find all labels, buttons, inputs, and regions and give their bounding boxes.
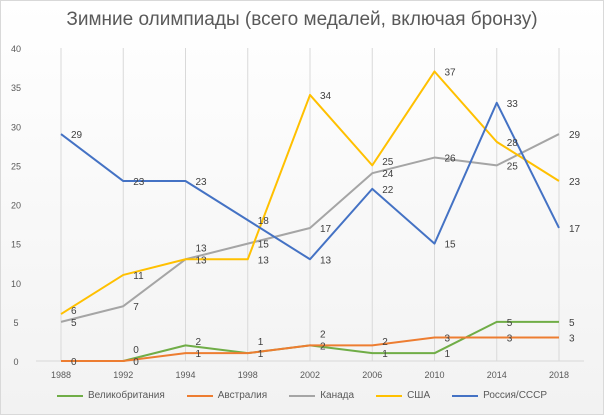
data-label: 13: [320, 255, 332, 266]
x-tick-label: 1988: [51, 370, 71, 380]
data-label: 25: [382, 157, 394, 168]
data-label: 33: [507, 99, 519, 110]
y-tick-label: 10: [11, 279, 21, 289]
legend-item: Россия/СССР: [452, 390, 547, 401]
data-label: 2: [320, 341, 326, 352]
data-label: 15: [258, 240, 270, 251]
data-label: 37: [445, 67, 457, 78]
data-label: 29: [569, 130, 581, 141]
x-tick-label: 1998: [238, 370, 258, 380]
legend-swatch: [376, 394, 403, 397]
data-label: 2: [382, 337, 388, 348]
legend-item: США: [376, 390, 430, 401]
data-label: 26: [445, 154, 457, 165]
series-line-США: [60, 70, 560, 315]
data-label: 25: [507, 161, 519, 172]
legend-label: Австралия: [217, 390, 268, 401]
x-tick-label: 2014: [487, 370, 507, 380]
data-label: 0: [71, 357, 77, 368]
data-label: 15: [445, 240, 457, 251]
data-label: 1: [445, 349, 451, 360]
x-tick-label: 2006: [362, 370, 382, 380]
data-label: 5: [507, 318, 513, 329]
chart-title: Зимние олимпиады (всего медалей, включая…: [66, 9, 538, 30]
series-line-Великобритания: [123, 320, 559, 362]
y-tick-label: 40: [11, 44, 21, 54]
legend: Великобритания Австралия Канада США Россия/С…: [1, 390, 603, 401]
data-label: 2: [320, 329, 326, 340]
data-label: 7: [133, 302, 139, 313]
legend-item: Австралия: [186, 390, 268, 401]
data-label: 3: [445, 334, 451, 345]
data-label: 5: [569, 318, 575, 329]
series-line-Австралия: [61, 336, 559, 362]
data-label: 22: [382, 185, 394, 196]
x-tick-label: 2010: [424, 370, 444, 380]
data-label: 13: [196, 243, 208, 254]
data-label: 28: [507, 138, 519, 149]
data-label: 13: [196, 255, 208, 266]
legend-item: Великобритания: [56, 390, 165, 401]
y-tick-label: 25: [11, 161, 21, 171]
data-label: 0: [133, 357, 139, 368]
legend-swatch: [186, 394, 213, 397]
legend-label: Канада: [320, 390, 355, 401]
data-label: 23: [133, 177, 145, 188]
data-label: 11: [133, 271, 144, 282]
data-label: 18: [258, 216, 270, 227]
data-label: 17: [320, 224, 332, 235]
legend-label: Великобритания: [87, 390, 165, 401]
y-tick-label: 30: [11, 122, 21, 132]
data-label: 6: [71, 306, 77, 317]
data-label: 23: [196, 177, 208, 188]
legend-label: Россия/СССР: [483, 390, 548, 401]
data-label: 0: [133, 345, 139, 356]
y-tick-label: 15: [11, 240, 21, 250]
y-tick-label: 35: [11, 83, 21, 93]
x-tick-label: 2018: [549, 370, 569, 380]
legend-label: США: [407, 390, 431, 401]
data-label: 17: [569, 224, 581, 235]
data-label: 13: [258, 255, 270, 266]
y-tick-label: 0: [13, 357, 18, 367]
data-label: 29: [71, 130, 83, 141]
data-label: 2: [196, 337, 202, 348]
data-label: 1: [196, 349, 202, 360]
data-label: 24: [382, 169, 394, 180]
series-line-Россия/СССР: [60, 101, 560, 261]
legend-swatch: [289, 394, 316, 397]
data-label: 34: [320, 91, 332, 102]
data-label: 3: [569, 334, 575, 345]
x-tick-label: 2002: [300, 370, 320, 380]
data-label: 23: [569, 177, 581, 188]
x-tick-label: 1992: [113, 370, 133, 380]
data-label: 1: [258, 349, 264, 360]
data-label: 1: [258, 337, 264, 348]
data-label: 5: [71, 318, 77, 329]
x-tick-label: 1994: [175, 370, 195, 380]
y-tick-label: 20: [11, 201, 21, 211]
legend-swatch: [452, 394, 479, 397]
legend-item: Канада: [289, 390, 354, 401]
y-tick-label: 5: [13, 318, 18, 328]
data-label: 3: [507, 334, 513, 345]
legend-swatch: [56, 394, 83, 397]
data-label: 1: [382, 349, 388, 360]
series-line-Канада: [60, 133, 560, 323]
